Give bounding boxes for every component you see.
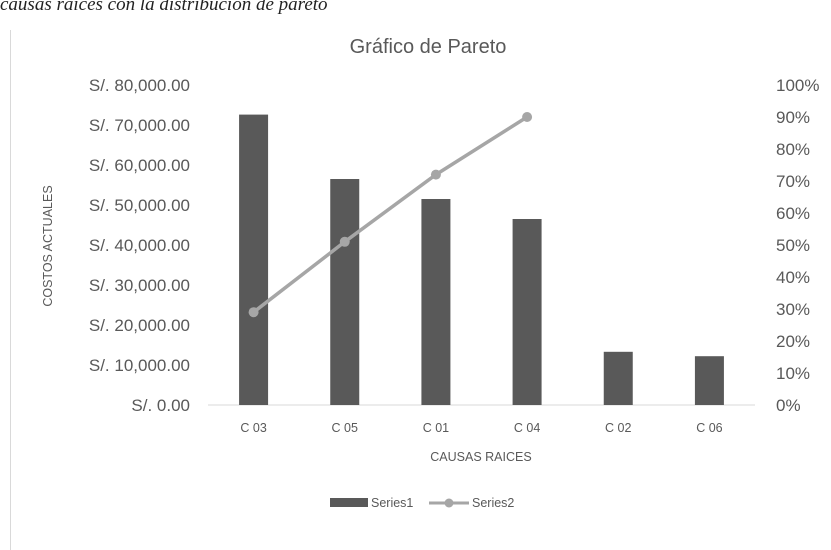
left-y-tick-label: S/. 50,000.00: [89, 196, 190, 215]
chart-frame: [10, 30, 831, 550]
right-y-tick-label: 60%: [776, 204, 810, 223]
bar-c01: [421, 199, 451, 405]
x-axis: C 03 C 05 C 01 C 04 C 02 C 06: [240, 421, 722, 435]
left-y-tick-label: S/. 60,000.00: [89, 156, 190, 175]
right-y-tick-label: 50%: [776, 236, 810, 255]
bar-c03: [239, 114, 269, 405]
figure-caption: causas raíces con la distribución de par…: [0, 0, 328, 15]
legend-series2-label: Series2: [472, 496, 514, 510]
right-y-tick-label: 10%: [776, 364, 810, 383]
right-y-tick-label: 40%: [776, 268, 810, 287]
x-tick-label: C 02: [605, 421, 631, 435]
series2-point: [522, 112, 533, 122]
series2-point: [339, 236, 350, 247]
legend-series2-marker: [444, 498, 454, 508]
right-y-tick-label: 80%: [776, 140, 810, 159]
right-y-axis: 0% 10% 20% 30% 40% 50% 60% 70% 80% 90% 100%: [776, 76, 819, 415]
x-tick-label: C 05: [332, 421, 358, 435]
series2-line: [252, 115, 529, 314]
legend-series1-swatch: [330, 498, 368, 507]
legend-series1-label: Series1: [371, 496, 413, 510]
series2-point: [248, 307, 259, 318]
chart-title: Gráfico de Pareto: [350, 36, 507, 58]
bar-c06: [694, 356, 724, 405]
series2-point: [430, 169, 441, 180]
bar-series: [239, 114, 724, 405]
right-y-tick-label: 20%: [776, 332, 810, 351]
bar-c02: [603, 351, 633, 405]
left-y-tick-label: S/. 30,000.00: [89, 276, 190, 295]
x-tick-label: C 04: [514, 421, 540, 435]
left-y-tick-label: S/. 70,000.00: [89, 116, 190, 135]
left-y-axis: S/. 0.00 S/. 10,000.00 S/. 20,000.00 S/. 30…: [89, 76, 190, 415]
y-axis-title: COSTOS ACTUALES: [41, 185, 55, 306]
legend: Series1 Series2: [330, 496, 514, 510]
left-y-tick-label: S/. 10,000.00: [89, 356, 190, 375]
left-y-tick-label: S/. 80,000.00: [89, 76, 190, 95]
x-axis-title: CAUSAS RAICES: [430, 450, 531, 464]
bar-c05: [330, 179, 360, 405]
right-y-tick-label: 90%: [776, 108, 810, 127]
x-tick-label: C 01: [423, 421, 449, 435]
right-y-tick-label: 100%: [776, 76, 819, 95]
bar-c04: [512, 219, 542, 405]
left-y-tick-label: S/. 40,000.00: [89, 236, 190, 255]
line-series: [248, 112, 533, 318]
left-y-tick-label: S/. 0.00: [131, 396, 190, 415]
pareto-chart: Gráfico de Pareto S/. 0.00S/. 10,000.00S…: [41, 36, 819, 510]
right-y-tick-label: 30%: [776, 300, 810, 319]
left-y-tick-label: S/. 20,000.00: [89, 316, 190, 335]
x-tick-label: C 03: [240, 421, 266, 435]
right-y-tick-label: 0%: [776, 396, 801, 415]
x-tick-label: C 06: [696, 421, 722, 435]
right-y-tick-label: 70%: [776, 172, 810, 191]
